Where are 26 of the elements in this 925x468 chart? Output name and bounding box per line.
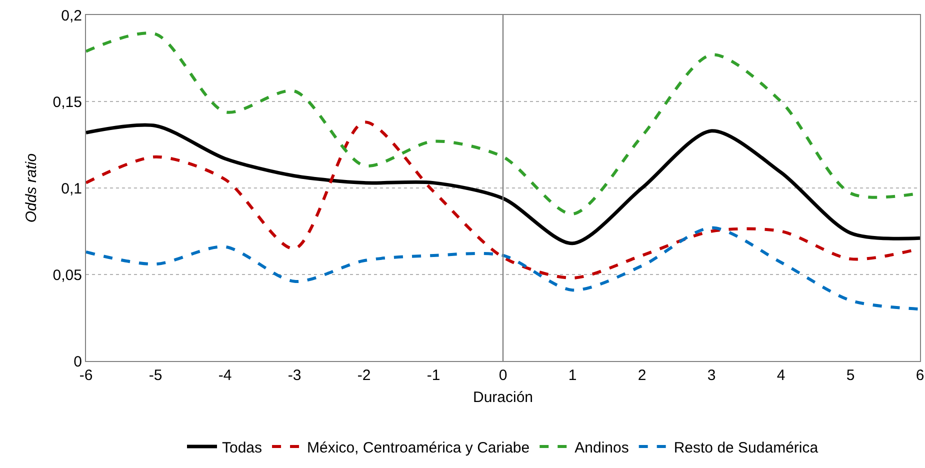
x-tick-label: 3 [707, 367, 716, 384]
y-tick-label: 0,2 [61, 7, 82, 24]
legend-label: Resto de Sudamérica [674, 439, 819, 456]
x-tick-label: 1 [568, 367, 577, 384]
legend-label: Todas [222, 439, 262, 456]
legend-label: México, Centroamérica y Cariabe [307, 439, 530, 456]
x-tick-label: 2 [638, 367, 646, 384]
legend-label: Andinos [574, 439, 629, 456]
y-tick-label: 0 [74, 353, 82, 370]
x-tick-label: 4 [776, 367, 786, 384]
x-tick-label: 5 [846, 367, 855, 384]
x-tick-label: -2 [357, 367, 371, 384]
x-tick-label: -4 [218, 367, 232, 384]
x-tick-label: -5 [148, 367, 162, 384]
y-axis-title: Odds ratio [23, 153, 40, 223]
x-axis-title: Duración [472, 389, 534, 406]
x-tick-label: -3 [288, 367, 302, 384]
x-tick-label: -6 [79, 367, 93, 384]
x-tick-label: 0 [498, 367, 508, 384]
y-tick-label: 0,1 [61, 180, 82, 198]
y-tick-label: 0,05 [52, 266, 82, 284]
x-tick-label: 6 [916, 367, 924, 384]
line-series [86, 226, 920, 311]
x-tick-label: -1 [426, 367, 440, 384]
y-tick-label: 0,15 [52, 94, 82, 111]
line-series [86, 123, 920, 246]
